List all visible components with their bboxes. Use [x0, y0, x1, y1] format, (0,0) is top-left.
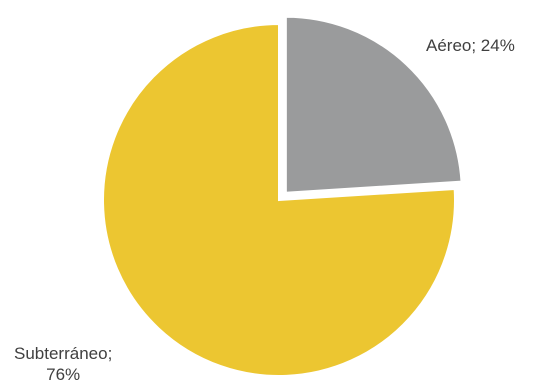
- pie-slice-aereo: [284, 15, 463, 194]
- slice-label-aereo: Aéreo; 24%: [426, 36, 515, 55]
- slice-label-subterraneo: Subterráneo; 76%: [14, 343, 112, 385]
- slice-label-subterraneo-value: 76%: [46, 365, 81, 384]
- pie-slice-subterraneo: [102, 22, 456, 377]
- slice-label-subterraneo-name: Subterráneo;: [14, 344, 113, 363]
